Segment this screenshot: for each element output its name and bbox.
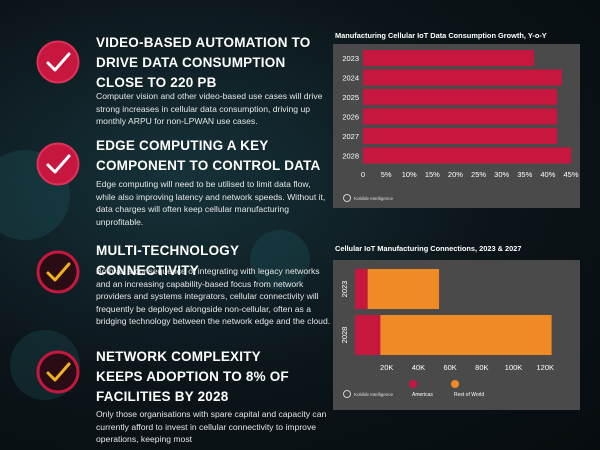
x-tick-label: 30% bbox=[494, 170, 509, 179]
stacked-bar-chart: 2023 2028 20K 40K 60K 80K 100K 120K Americas Rest… bbox=[340, 269, 555, 398]
chart-title: Manufacturing Cellular IoT Data Consumpt… bbox=[335, 31, 547, 40]
brand-name: Kobilde Intelligence bbox=[354, 391, 394, 397]
item-title: MULTI-TECHNOLOGY CONNECTIVITY bbox=[96, 243, 239, 278]
brand-name: Kobilde Intelligence bbox=[354, 195, 394, 201]
bar-segment bbox=[355, 315, 381, 355]
bar-segment bbox=[380, 315, 552, 355]
bar bbox=[363, 128, 558, 144]
background-dot bbox=[250, 230, 310, 290]
chart-panel: 2023 2028 20K 40K 60K 80K 100K 120K Americas Rest… bbox=[333, 260, 580, 410]
item-title: NETWORK COMPLEXITY KEEPS ADOPTION TO 8% … bbox=[96, 349, 289, 404]
x-tick-label: 15% bbox=[425, 170, 440, 179]
bar-segment bbox=[367, 269, 440, 309]
x-tick-label: 40% bbox=[540, 170, 555, 179]
category-label: 2025 bbox=[342, 93, 359, 102]
item-body: Computer vision and other video-based us… bbox=[96, 91, 323, 127]
brand-mark-icon bbox=[343, 194, 351, 202]
brand-logo: Kobilde Intelligence bbox=[343, 390, 393, 398]
bar bbox=[363, 69, 562, 86]
x-tick-label: 35% bbox=[517, 170, 532, 179]
x-tick-label: 80K bbox=[475, 363, 488, 372]
x-tick-label: 10% bbox=[402, 170, 417, 179]
item-title: EDGE COMPUTING A KEY COMPONENT TO CONTRO… bbox=[96, 138, 321, 173]
brand-mark-icon bbox=[343, 390, 351, 398]
x-tick-label: 5% bbox=[381, 170, 392, 179]
x-tick-label: 60K bbox=[443, 363, 456, 372]
category-label: 2028 bbox=[342, 152, 359, 161]
item-title: VIDEO-BASED AUTOMATION TO DRIVE DATA CON… bbox=[96, 35, 311, 90]
category-label: 2024 bbox=[342, 74, 359, 83]
category-label: 2027 bbox=[342, 132, 359, 141]
bar bbox=[363, 89, 558, 105]
chart-panel: 2023 2024 2025 2026 2027 2028 0 5% 10% 15% 20% 25% 3… bbox=[333, 44, 580, 208]
legend-swatch bbox=[409, 380, 417, 388]
x-tick-label: 40K bbox=[412, 363, 425, 372]
x-tick-label: 100K bbox=[505, 363, 523, 372]
checkmark-badge-icon bbox=[36, 142, 80, 186]
x-tick-label: 20% bbox=[448, 170, 463, 179]
checkmark-badge-icon bbox=[36, 40, 80, 84]
legend-label: Americas bbox=[412, 392, 433, 398]
chart-title: Cellular IoT Manufacturing Connections, … bbox=[335, 244, 522, 253]
checkmark-outline-icon bbox=[36, 350, 80, 394]
x-tick-label: 120K bbox=[537, 363, 555, 372]
brand-logo: Kobilde Intelligence bbox=[343, 194, 393, 202]
legend-label: Rest of World bbox=[454, 392, 484, 398]
category-label: 2023 bbox=[342, 54, 359, 63]
x-tick-label: 20K bbox=[380, 363, 393, 372]
bar bbox=[363, 147, 571, 164]
category-label: 2023 bbox=[340, 281, 349, 298]
category-label: 2028 bbox=[340, 327, 349, 344]
legend-swatch bbox=[451, 380, 459, 388]
bar bbox=[363, 50, 535, 66]
bar-segment bbox=[355, 269, 368, 309]
x-tick-label: 0 bbox=[361, 170, 365, 179]
item-body: Both as a consequence of integrating wit… bbox=[96, 266, 331, 327]
x-tick-label: 25% bbox=[471, 170, 486, 179]
item-body: Edge computing will need to be utilised … bbox=[96, 179, 326, 227]
checkmark-outline-icon bbox=[36, 250, 80, 294]
x-tick-label: 45% bbox=[563, 170, 578, 179]
bar bbox=[363, 108, 558, 125]
item-body: Only those organisations with spare capi… bbox=[96, 409, 327, 445]
category-label: 2026 bbox=[342, 113, 359, 122]
